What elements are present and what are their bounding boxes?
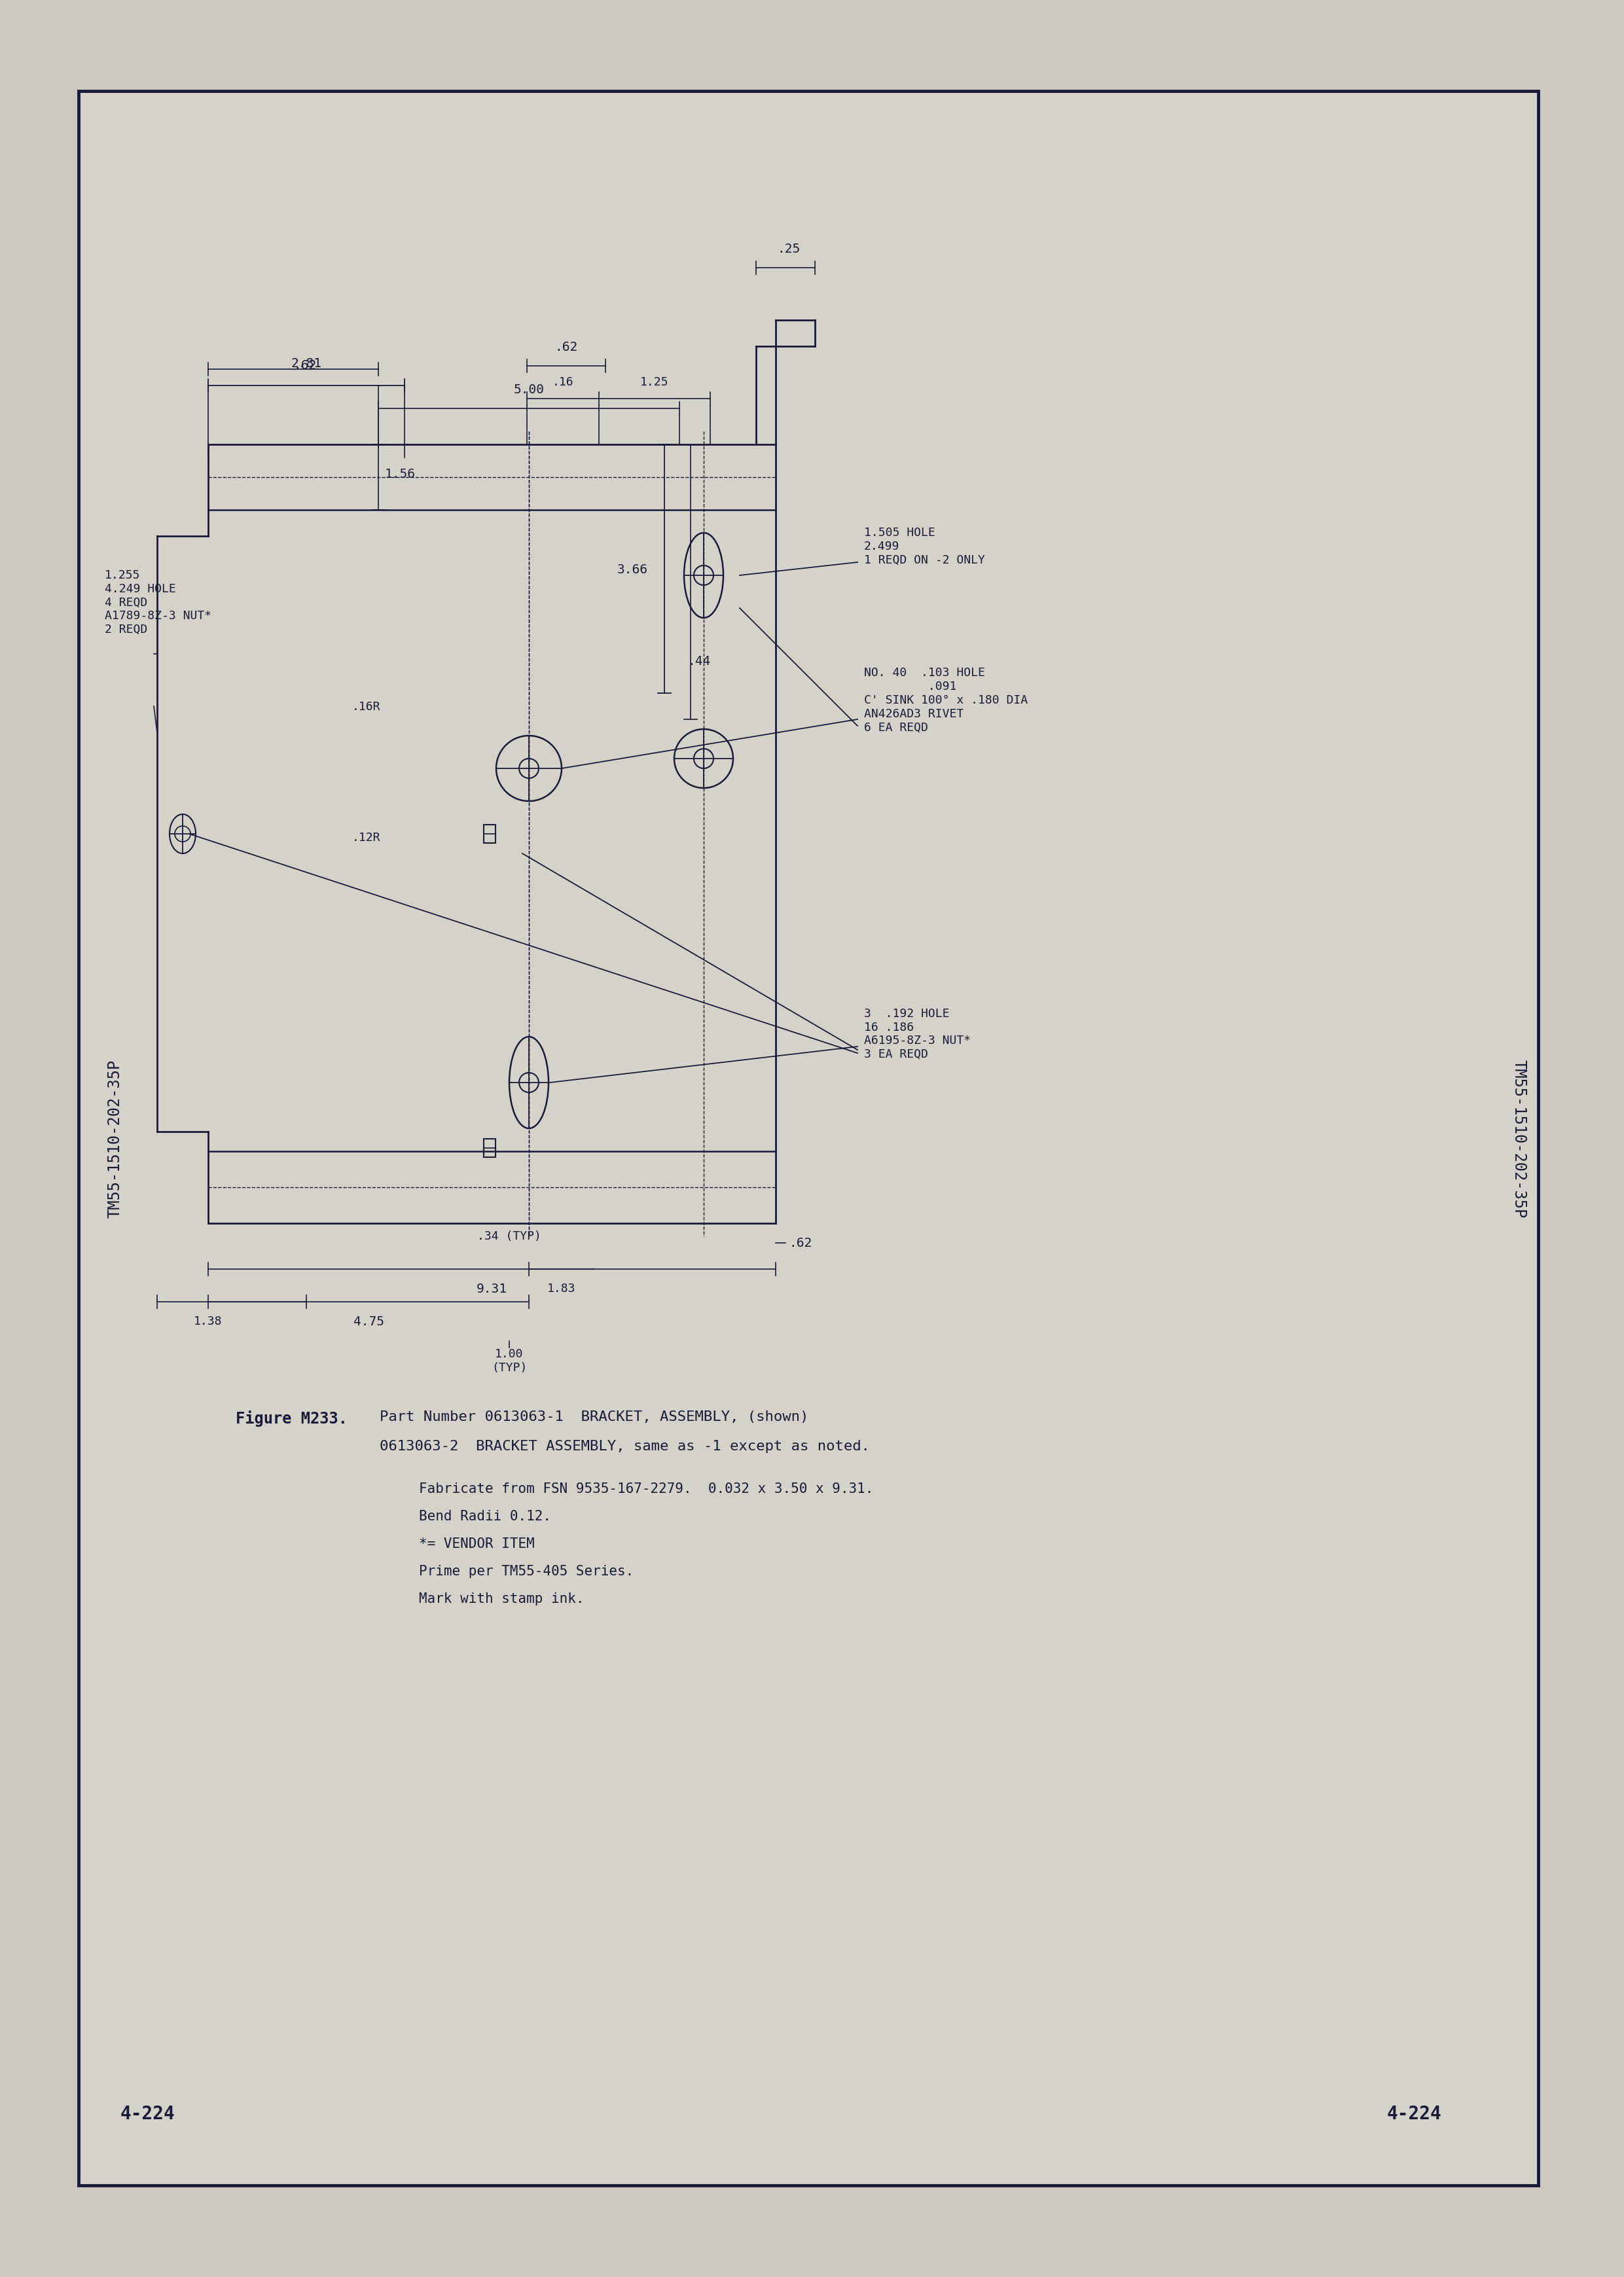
Text: TM55-1510-202-35P: TM55-1510-202-35P xyxy=(1510,1059,1527,1218)
Text: 1.83: 1.83 xyxy=(547,1282,577,1293)
Text: .34 (TYP): .34 (TYP) xyxy=(477,1230,541,1241)
Text: 0613063-2  BRACKET ASSEMBLY, same as -1 except as noted.: 0613063-2 BRACKET ASSEMBLY, same as -1 e… xyxy=(380,1439,870,1453)
Text: .25: .25 xyxy=(778,244,801,255)
Bar xyxy=(78,91,1538,2186)
Text: 4.75: 4.75 xyxy=(352,1316,383,1327)
Text: .62: .62 xyxy=(294,360,317,371)
Text: Part Number 0613063-1  BRACKET, ASSEMBLY, (shown): Part Number 0613063-1 BRACKET, ASSEMBLY,… xyxy=(380,1409,809,1423)
Text: *= VENDOR ITEM: *= VENDOR ITEM xyxy=(419,1537,534,1551)
Text: TM55-1510-202-35P: TM55-1510-202-35P xyxy=(107,1059,122,1218)
Text: Fabricate from FSN 9535-167-2279.  0.032 x 3.50 x 9.31.: Fabricate from FSN 9535-167-2279. 0.032 … xyxy=(419,1482,874,1496)
Text: 1.56: 1.56 xyxy=(385,469,416,480)
Text: 1.25: 1.25 xyxy=(640,376,669,387)
Text: 5.00: 5.00 xyxy=(513,383,544,396)
Text: 3  .192 HOLE
16 .186
A6195-8Z-3 NUT*
3 EA REQD: 3 .192 HOLE 16 .186 A6195-8Z-3 NUT* 3 EA… xyxy=(864,1006,971,1061)
Text: .16: .16 xyxy=(552,376,573,387)
Bar xyxy=(484,1138,495,1157)
Text: 1.38: 1.38 xyxy=(193,1316,222,1327)
Text: 1.505 HOLE
2.499
1 REQD ON -2 ONLY: 1.505 HOLE 2.499 1 REQD ON -2 ONLY xyxy=(864,526,986,567)
Text: NO. 40  .103 HOLE
         .091
C' SINK 100° x .180 DIA
AN426AD3 RIVET
6 EA REQD: NO. 40 .103 HOLE .091 C' SINK 100° x .18… xyxy=(864,667,1028,733)
Text: 4-224: 4-224 xyxy=(120,2104,175,2122)
Text: .12R: .12R xyxy=(352,831,380,842)
Text: Prime per TM55-405 Series.: Prime per TM55-405 Series. xyxy=(419,1564,633,1578)
Text: .44: .44 xyxy=(687,656,710,667)
Text: 4-224: 4-224 xyxy=(1387,2104,1440,2122)
Text: .62: .62 xyxy=(555,342,578,353)
Text: .16R: .16R xyxy=(352,701,380,713)
Text: .62: .62 xyxy=(789,1236,812,1250)
Text: 9.31: 9.31 xyxy=(476,1282,507,1296)
Text: Bend Radii 0.12.: Bend Radii 0.12. xyxy=(419,1510,551,1523)
Text: 1.255
4.249 HOLE
4 REQD
A1789-8Z-3 NUT*
2 REQD: 1.255 4.249 HOLE 4 REQD A1789-8Z-3 NUT* … xyxy=(104,569,211,635)
Text: Figure M233.: Figure M233. xyxy=(235,1409,348,1425)
Text: 1.00
(TYP): 1.00 (TYP) xyxy=(492,1348,528,1373)
Bar xyxy=(484,824,495,842)
Text: Mark with stamp ink.: Mark with stamp ink. xyxy=(419,1592,585,1605)
Text: 2.81: 2.81 xyxy=(291,357,322,369)
Text: 3.66: 3.66 xyxy=(617,562,648,576)
